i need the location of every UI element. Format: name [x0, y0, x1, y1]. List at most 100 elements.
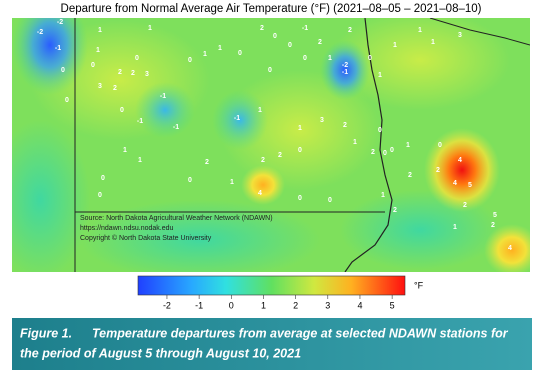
station-value: 1 [230, 179, 234, 186]
station-value: 0 [438, 142, 442, 149]
station-value: 0 [135, 55, 139, 62]
station-value: 0 [268, 67, 272, 74]
station-value: 0 [378, 127, 382, 134]
station-value: 1 [393, 42, 397, 49]
station-value: 2 [260, 25, 264, 32]
station-value: 1 [258, 107, 262, 114]
colorbar-tick-label: 5 [390, 300, 395, 310]
station-value: 1 [431, 39, 435, 46]
station-value: 4 [453, 180, 457, 187]
colorbar-tick-label: 0 [229, 300, 234, 310]
colorbar-ticks: -2 -1 0 1 2 3 4 5 [163, 295, 395, 310]
heat-field [12, 18, 530, 272]
station-value: -1 [160, 93, 166, 100]
station-value: -1 [342, 69, 348, 76]
station-value: 3 [145, 71, 149, 78]
station-value: 1 [406, 142, 410, 149]
colorbar-tick-label: 2 [293, 300, 298, 310]
station-value: -1 [302, 25, 308, 32]
station-value: -1 [234, 115, 240, 122]
station-value: 0 [298, 147, 302, 154]
station-value: 1 [148, 25, 152, 32]
station-value: 2 [318, 39, 322, 46]
attribution: Source: North Dakota Agricultural Weathe… [80, 215, 273, 222]
station-value: 2 [205, 159, 209, 166]
station-value: 4 [258, 190, 262, 197]
station-value: 3 [320, 117, 324, 124]
station-value: 0 [238, 50, 242, 57]
station-value: 2 [491, 222, 495, 229]
map-title: Departure from Normal Average Air Temper… [61, 3, 482, 15]
station-value: 2 [118, 69, 122, 76]
station-value: -1 [55, 45, 61, 52]
station-value: 2 [393, 207, 397, 214]
station-value: 1 [418, 27, 422, 34]
station-value: 2 [278, 152, 282, 159]
colorbar-unit: °F [414, 280, 424, 290]
colorbar [137, 275, 406, 296]
station-value: 1 [298, 125, 302, 132]
colorbar-tick-label: 4 [357, 300, 362, 310]
red-river-border [344, 18, 393, 272]
station-value: 0 [273, 33, 277, 40]
colorbar-tick-label: 3 [325, 300, 330, 310]
station-value: 1 [353, 139, 357, 146]
station-value: 3 [458, 32, 462, 39]
station-value: 1 [123, 147, 127, 154]
attribution: https://ndawn.ndsu.nodak.edu [80, 225, 174, 232]
station-value: 4 [508, 245, 512, 252]
station-value: 1 [203, 51, 207, 58]
station-value: 0 [328, 197, 332, 204]
station-value: 0 [91, 62, 95, 69]
station-value: 1 [381, 192, 385, 199]
station-value: 2 [113, 85, 117, 92]
station-value: 0 [288, 42, 292, 49]
station-value: 0 [368, 55, 372, 62]
station-value: 0 [65, 97, 69, 104]
station-value: 0 [188, 177, 192, 184]
station-value: 0 [120, 107, 124, 114]
station-value: 2 [343, 122, 347, 129]
station-value: 2 [348, 27, 352, 34]
station-value: 1 [98, 27, 102, 34]
colorbar-tick-label: 1 [261, 300, 266, 310]
station-value: 1 [218, 45, 222, 52]
attribution: Copyright © North Dakota State Universit… [80, 234, 212, 242]
station-value: -2 [342, 62, 348, 69]
station-value: -2 [57, 19, 63, 26]
station-value: 0 [298, 195, 302, 202]
station-value: 2 [131, 70, 135, 77]
colorbar-tick-label: -1 [195, 300, 203, 310]
station-value: 1 [328, 55, 332, 62]
state-border [74, 18, 385, 272]
colorbar-tick-label: -2 [163, 300, 171, 310]
caption-line: Temperature departures from average at s… [92, 326, 509, 340]
station-value: -1 [137, 118, 143, 125]
station-value: 0 [101, 175, 105, 182]
caption-box [12, 318, 532, 370]
station-value: 2 [436, 167, 440, 174]
station-value: 1 [453, 224, 457, 231]
station-value: 0 [188, 57, 192, 64]
station-value: 0 [61, 67, 65, 74]
state-border [429, 18, 530, 46]
station-value: 3 [98, 83, 102, 90]
station-value: 1 [96, 47, 100, 54]
station-value: 5 [468, 182, 472, 189]
station-value: 1 [378, 72, 382, 79]
station-value: 2 [261, 157, 265, 164]
station-value: 0 [303, 55, 307, 62]
station-value: 5 [493, 212, 497, 219]
station-value: 0 [390, 147, 394, 154]
station-value: 1 [138, 157, 142, 164]
caption-label: Figure 1. [20, 326, 72, 340]
station-value: 0 [383, 150, 387, 157]
station-value: 2 [463, 202, 467, 209]
station-value: 4 [458, 157, 462, 164]
station-value: 2 [408, 172, 412, 179]
station-value: 2 [371, 149, 375, 156]
caption-line: the period of August 5 through August 10… [20, 346, 301, 360]
station-value: 0 [98, 192, 102, 199]
